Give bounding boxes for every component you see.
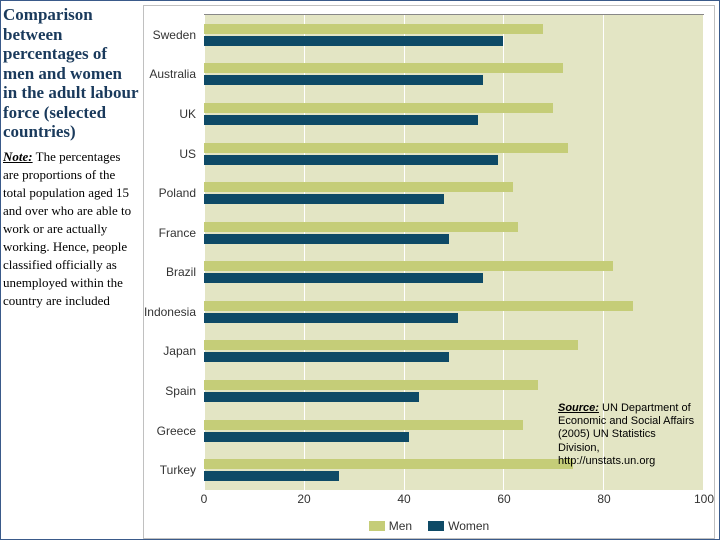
country-label: US — [179, 147, 204, 161]
bar-men — [204, 420, 523, 430]
legend: Men Women — [144, 519, 714, 534]
x-tick: 0 — [201, 492, 208, 506]
country-row: Sweden — [204, 15, 703, 55]
bar-women — [204, 36, 503, 46]
bar-men — [204, 143, 568, 153]
country-row: Poland — [204, 173, 703, 213]
x-tick: 80 — [597, 492, 610, 506]
source-label: Source: — [558, 402, 599, 414]
country-row: Australia — [204, 55, 703, 95]
note-text: The percentages are proportions of the t… — [3, 149, 131, 308]
left-column: Comparison between percentages of men an… — [1, 1, 143, 539]
bar-women — [204, 273, 483, 283]
x-tick: 40 — [397, 492, 410, 506]
note-label: Note: — [3, 149, 33, 164]
bar-men — [204, 222, 518, 232]
bar-men — [204, 301, 633, 311]
country-label: Indonesia — [144, 305, 204, 319]
country-row: US — [204, 134, 703, 174]
bar-men — [204, 24, 543, 34]
country-label: Sweden — [153, 28, 204, 42]
country-label: Australia — [149, 67, 204, 81]
chart-container: SwedenAustraliaUKUSPolandFranceBrazilInd… — [143, 5, 715, 539]
bar-women — [204, 115, 478, 125]
bar-women — [204, 392, 419, 402]
bar-women — [204, 432, 409, 442]
gridline — [703, 15, 704, 490]
bar-women — [204, 471, 339, 481]
bar-men — [204, 182, 513, 192]
bar-men — [204, 340, 578, 350]
country-row: UK — [204, 94, 703, 134]
country-row: Indonesia — [204, 292, 703, 332]
right-column: SwedenAustraliaUKUSPolandFranceBrazilInd… — [143, 1, 719, 539]
slide: Comparison between percentages of men an… — [0, 0, 720, 540]
country-label: Turkey — [160, 463, 204, 477]
legend-item: Men — [369, 519, 412, 533]
country-label: Greece — [157, 424, 204, 438]
bar-men — [204, 261, 613, 271]
country-row: Japan — [204, 332, 703, 372]
bar-women — [204, 155, 498, 165]
country-label: UK — [179, 107, 204, 121]
country-label: France — [159, 226, 204, 240]
legend-label: Women — [448, 519, 489, 533]
country-row: Brazil — [204, 253, 703, 293]
country-row: France — [204, 213, 703, 253]
bar-men — [204, 459, 573, 469]
bar-men — [204, 103, 553, 113]
bar-women — [204, 352, 449, 362]
source-block: Source: UN Department of Economic and So… — [558, 402, 698, 468]
country-label: Japan — [163, 344, 204, 358]
x-tick: 100 — [694, 492, 714, 506]
country-label: Spain — [165, 384, 204, 398]
country-label: Poland — [159, 186, 204, 200]
legend-label: Men — [389, 519, 412, 533]
note-block: Note: The percentages are proportions of… — [3, 148, 139, 310]
x-axis: 020406080100 — [204, 492, 704, 508]
bar-women — [204, 313, 458, 323]
bar-women — [204, 75, 483, 85]
legend-swatch — [428, 521, 444, 531]
bar-men — [204, 63, 563, 73]
bar-women — [204, 194, 444, 204]
country-label: Brazil — [166, 265, 204, 279]
x-tick: 60 — [497, 492, 510, 506]
legend-item: Women — [428, 519, 489, 533]
page-title: Comparison between percentages of men an… — [3, 5, 139, 142]
x-tick: 20 — [297, 492, 310, 506]
bar-men — [204, 380, 538, 390]
legend-swatch — [369, 521, 385, 531]
bar-women — [204, 234, 449, 244]
